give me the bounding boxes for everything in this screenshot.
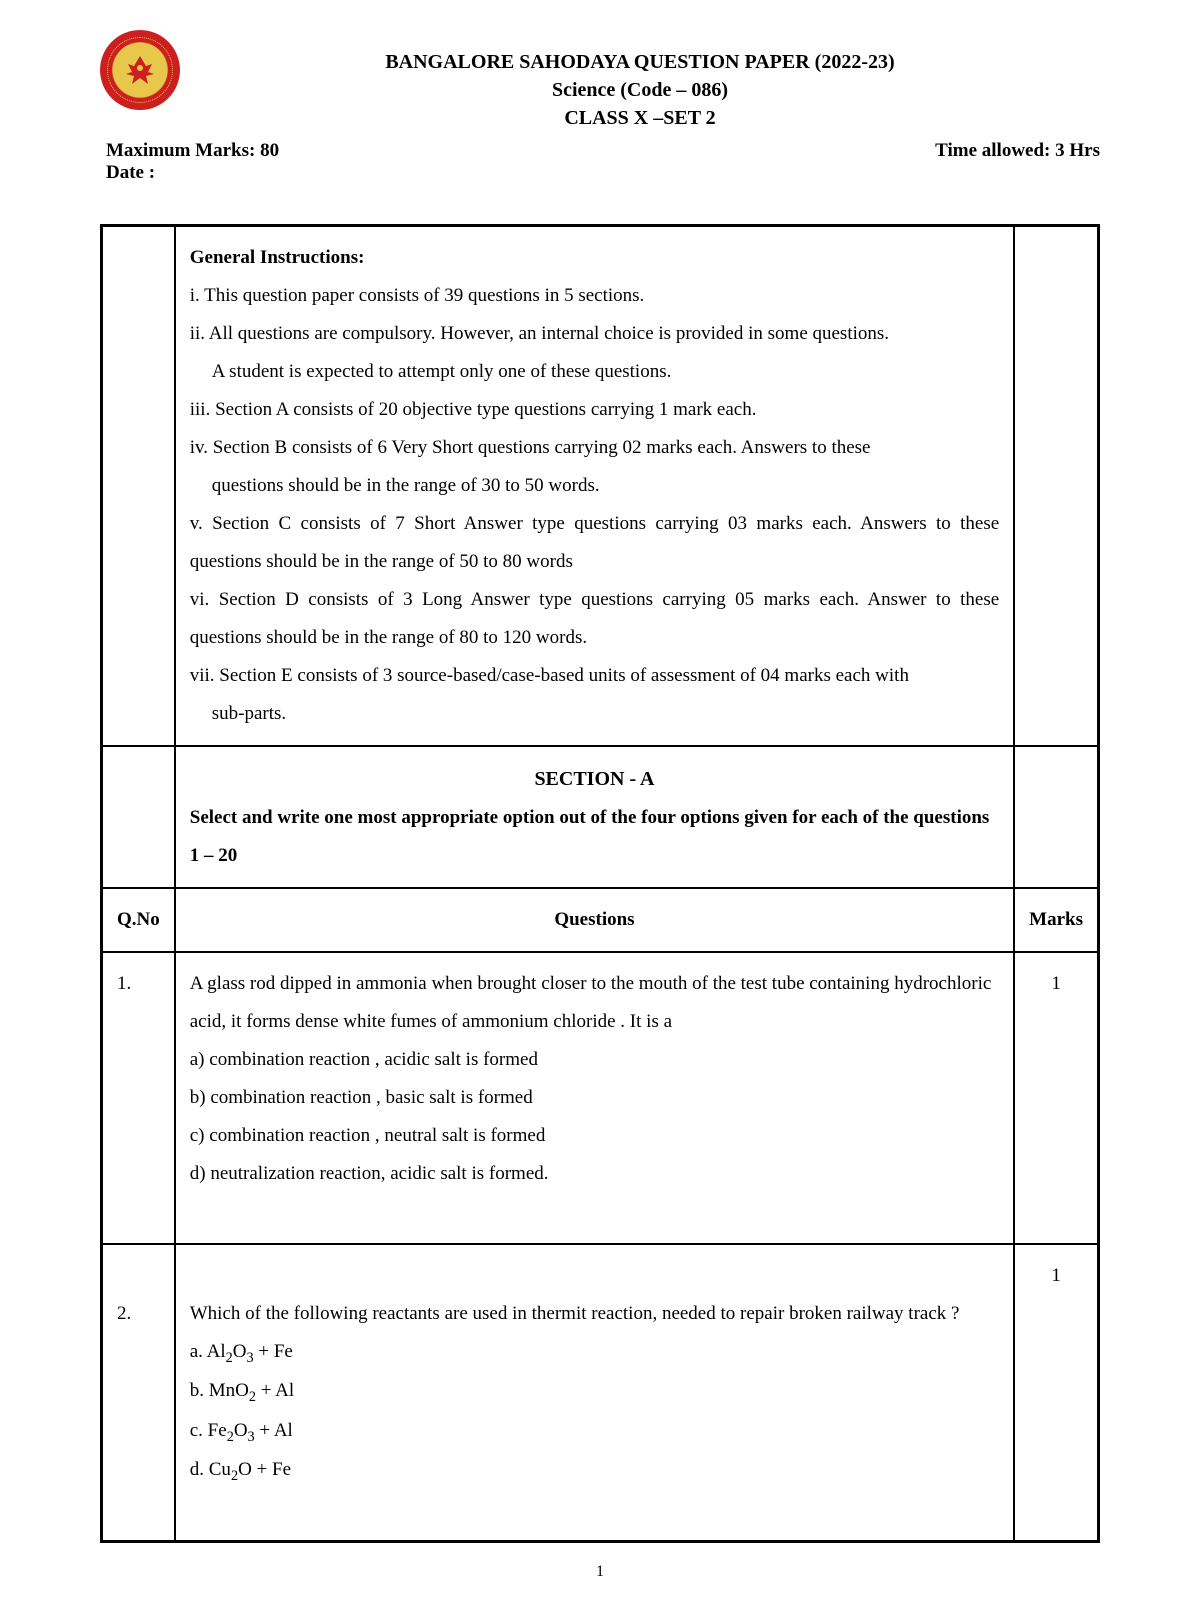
instruction-iv-a: iv. Section B consists of 6 Very Short q… (190, 429, 999, 467)
q1-text: A glass rod dipped in ammonia when broug… (190, 965, 999, 1041)
time-allowed: Time allowed: 3 Hrs (935, 140, 1100, 162)
section-a-cell: SECTION - A Select and write one most ap… (175, 746, 1014, 888)
empty-cell (1014, 746, 1098, 888)
q2-text: Which of the following reactants are use… (190, 1295, 999, 1333)
instruction-iii: iii. Section A consists of 20 objective … (190, 391, 999, 429)
school-logo (100, 30, 180, 110)
instructions-row: General Instructions: i. This question p… (102, 226, 1099, 747)
section-a-title: SECTION - A (190, 759, 999, 799)
instruction-ii-b: A student is expected to attempt only on… (190, 353, 999, 391)
table-header-row: Q.No Questions Marks (102, 888, 1099, 952)
instruction-vii-b: sub-parts. (190, 695, 999, 733)
max-marks: Maximum Marks: 80 (106, 140, 279, 162)
meta-left: Maximum Marks: 80 Date : (106, 140, 279, 184)
empty-cell (102, 226, 175, 747)
q1-option-d: d) neutralization reaction, acidic salt … (190, 1155, 999, 1193)
q1-option-b: b) combination reaction , basic salt is … (190, 1079, 999, 1117)
q1-option-c: c) combination reaction , neutral salt i… (190, 1117, 999, 1155)
section-a-instruction: Select and write one most appropriate op… (190, 799, 999, 875)
title-line-3: CLASS X –SET 2 (180, 104, 1100, 132)
q2-option-c: c. Fe2O3 + Al (190, 1412, 999, 1451)
question-2-row: 2. Which of the following reactants are … (102, 1244, 1099, 1542)
instruction-vi: vi. Section D consists of 3 Long Answer … (190, 581, 999, 657)
q1-marks: 1 (1014, 952, 1098, 1244)
section-a-row: SECTION - A Select and write one most ap… (102, 746, 1099, 888)
title-line-1: BANGALORE SAHODAYA QUESTION PAPER (2022-… (180, 48, 1100, 76)
date-label: Date : (106, 162, 279, 184)
title-line-2: Science (Code – 086) (180, 76, 1100, 104)
instructions-heading: General Instructions: (190, 239, 999, 277)
header-qno: Q.No (102, 888, 175, 952)
meta-row: Maximum Marks: 80 Date : Time allowed: 3… (100, 140, 1100, 184)
q1-option-a: a) combination reaction , acidic salt is… (190, 1041, 999, 1079)
page-number: 1 (100, 1563, 1100, 1581)
instruction-iv-b: questions should be in the range of 30 t… (190, 467, 999, 505)
instruction-v: v. Section C consists of 7 Short Answer … (190, 505, 999, 581)
title-block: BANGALORE SAHODAYA QUESTION PAPER (2022-… (180, 30, 1100, 132)
q1-cell: A glass rod dipped in ammonia when broug… (175, 952, 1014, 1244)
header-block: BANGALORE SAHODAYA QUESTION PAPER (2022-… (100, 30, 1100, 132)
q2-marks: 1 (1014, 1244, 1098, 1542)
instruction-i: i. This question paper consists of 39 qu… (190, 277, 999, 315)
q2-option-b: b. MnO2 + Al (190, 1372, 999, 1411)
q2-option-d: d. Cu2O + Fe (190, 1451, 999, 1490)
q1-number: 1. (102, 952, 175, 1244)
header-marks: Marks (1014, 888, 1098, 952)
empty-cell (1014, 226, 1098, 747)
header-questions: Questions (175, 888, 1014, 952)
question-1-row: 1. A glass rod dipped in ammonia when br… (102, 952, 1099, 1244)
empty-cell (102, 746, 175, 888)
q2-cell: Which of the following reactants are use… (175, 1244, 1014, 1542)
q2-option-a: a. Al2O3 + Fe (190, 1333, 999, 1372)
instructions-cell: General Instructions: i. This question p… (175, 226, 1014, 747)
eagle-emblem-icon (120, 50, 160, 90)
question-paper-table: General Instructions: i. This question p… (100, 224, 1100, 1543)
instruction-vii-a: vii. Section E consists of 3 source-base… (190, 657, 999, 695)
q2-number: 2. (102, 1244, 175, 1542)
meta-right: Time allowed: 3 Hrs (935, 140, 1100, 184)
instruction-ii-a: ii. All questions are compulsory. Howeve… (190, 315, 999, 353)
